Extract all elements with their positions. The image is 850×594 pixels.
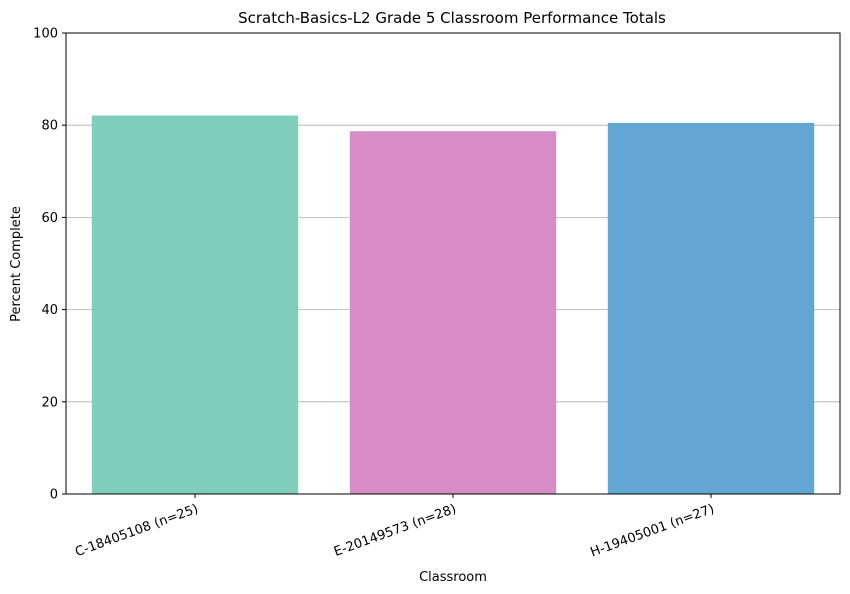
y-tick-label: 40: [41, 303, 58, 318]
bar: [91, 115, 299, 495]
y-axis: 0 20 40 60 80 100: [33, 27, 66, 503]
y-tick-label: 100: [33, 27, 58, 42]
y-tick-label: 80: [41, 119, 58, 134]
y-tick-label: 0: [50, 488, 58, 503]
y-tick-label: 60: [41, 211, 58, 226]
x-tick-label: E-20149573 (n=28): [332, 502, 458, 560]
bars: [91, 115, 815, 495]
y-tick-label: 20: [41, 395, 58, 410]
x-axis: C-18405108 (n=25) E-20149573 (n=28) H-1940…: [73, 494, 716, 560]
chart-title: Scratch-Basics-L2 Grade 5 Classroom Perf…: [238, 9, 666, 27]
bar: [349, 131, 557, 494]
x-tick-label: C-18405108 (n=25): [73, 502, 200, 561]
bar: [607, 122, 815, 495]
y-axis-label: Percent Complete: [9, 206, 24, 322]
x-tick-label: H-19405001 (n=27): [589, 502, 717, 561]
x-axis-label: Classroom: [419, 570, 487, 585]
